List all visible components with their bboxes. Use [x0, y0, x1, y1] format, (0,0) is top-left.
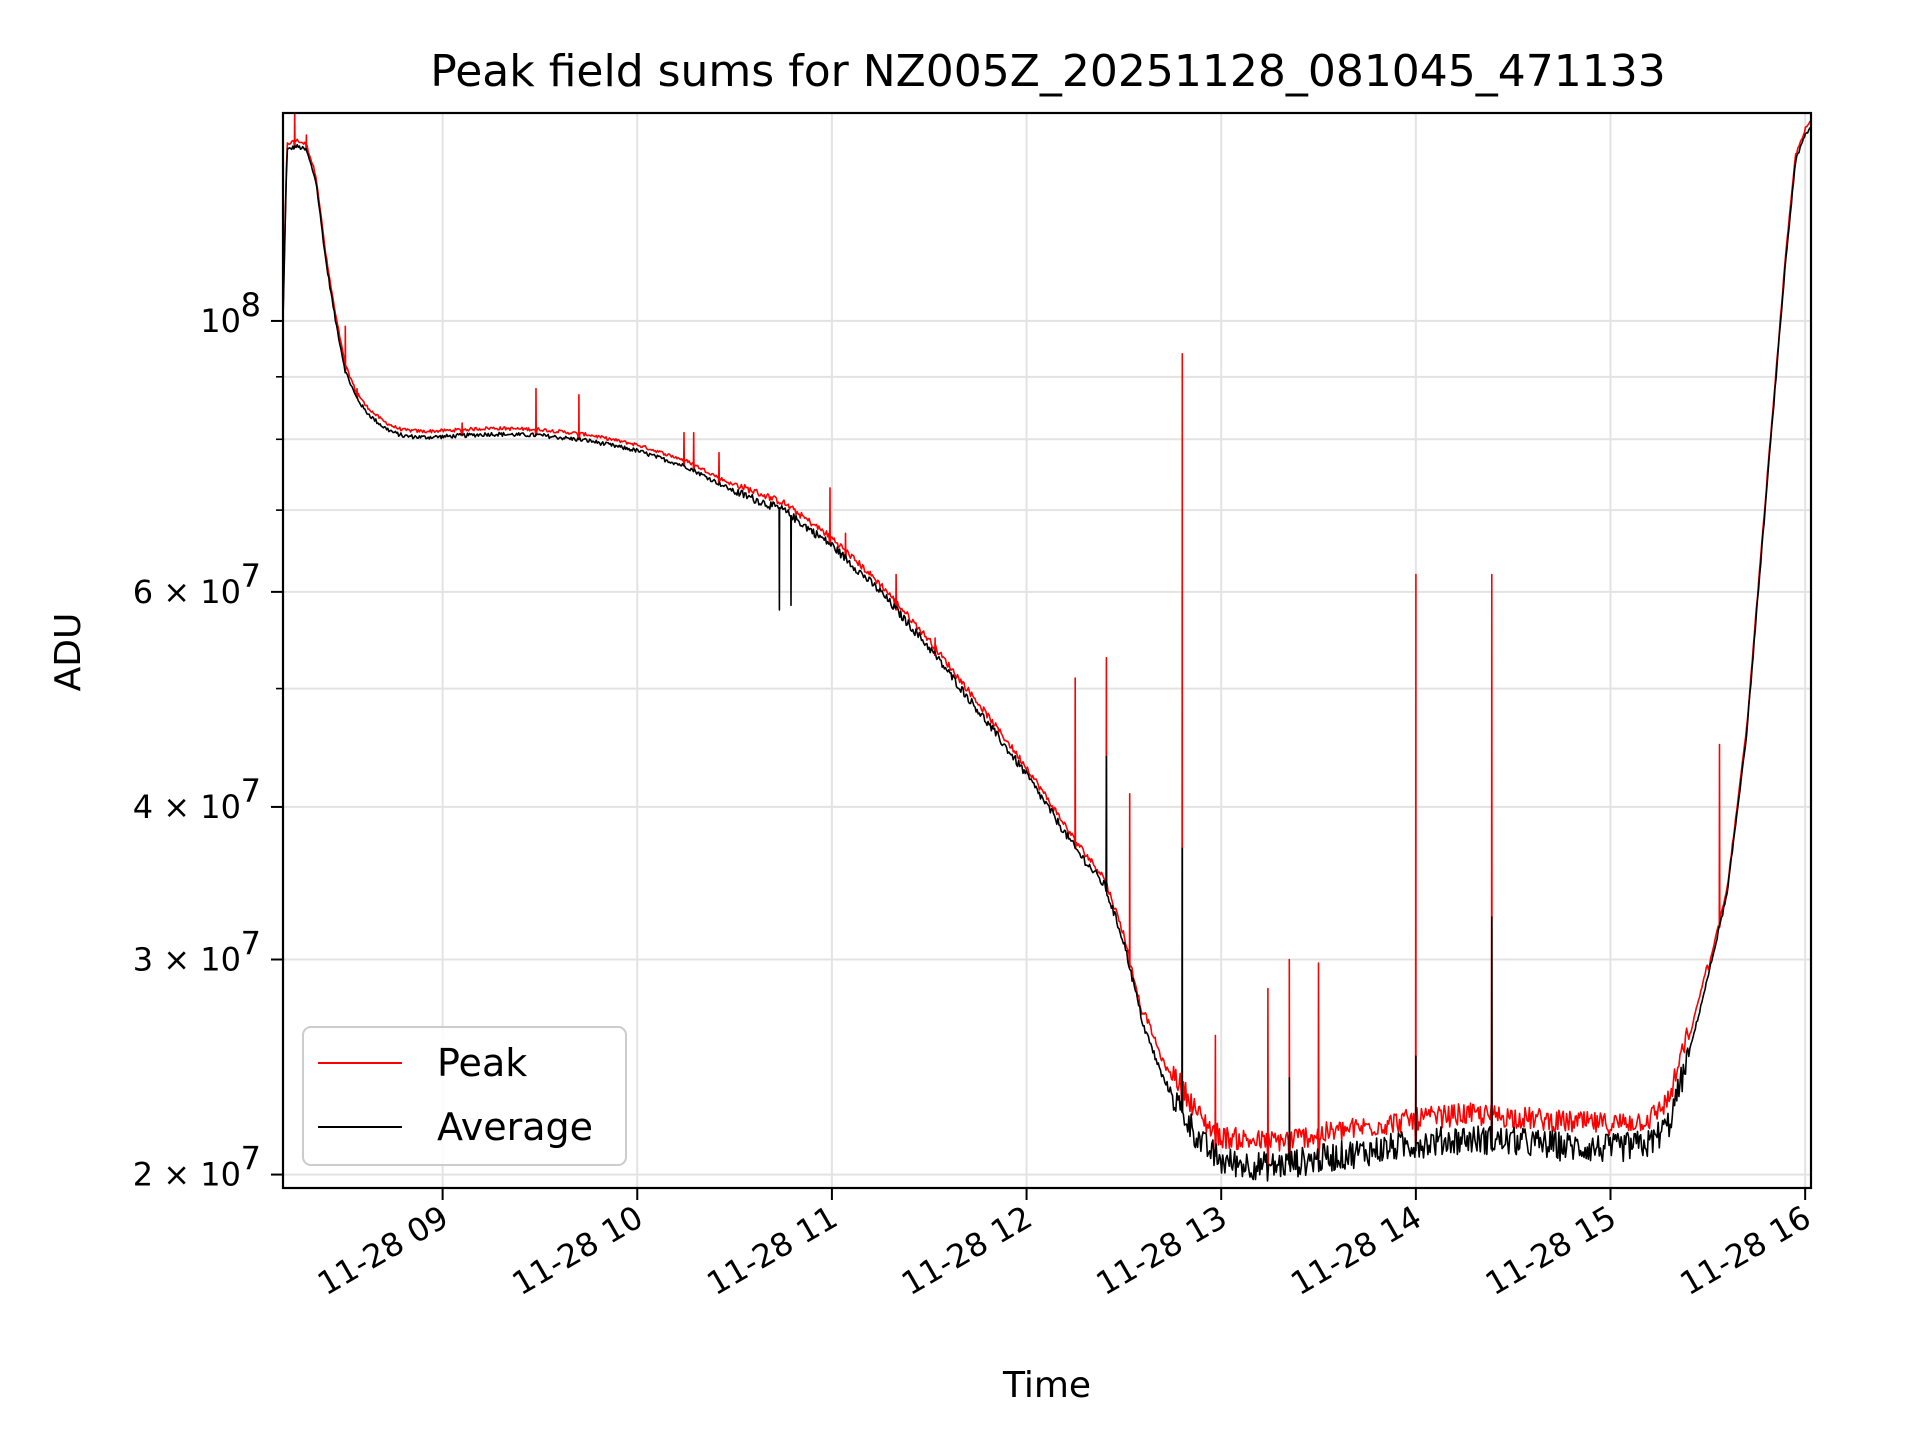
y-tick-exponent: 7	[241, 557, 261, 595]
plot-area	[283, 113, 1811, 1182]
chart-title: Peak field sums for NZ005Z_20251128_0810…	[430, 46, 1666, 97]
y-tick-exponent: 7	[241, 1140, 261, 1178]
y-tick-exponent: 8	[241, 286, 261, 324]
legend: Peak Average	[302, 1026, 627, 1166]
y-tick-label: 6 × 10	[133, 573, 241, 611]
average-series-line	[283, 126, 1811, 1182]
y-axis-label: ADU	[48, 613, 89, 692]
y-tick-exponent: 7	[241, 925, 261, 963]
peak-series-line	[283, 113, 1811, 1168]
x-axis-label: Time	[1002, 1365, 1091, 1406]
y-axis-ticks: 10 86 × 10 74 × 10 73 × 10 72 × 10 7	[133, 286, 283, 1194]
y-tick-label: 3 × 10	[133, 941, 241, 979]
legend-box	[302, 1026, 627, 1166]
y-tick-label: 10	[200, 302, 241, 340]
legend-peak-label: Peak	[437, 1041, 527, 1085]
y-tick-label: 4 × 10	[133, 788, 241, 826]
y-tick-label: 2 × 10	[133, 1156, 241, 1194]
legend-average-label: Average	[437, 1105, 593, 1149]
y-tick-exponent: 7	[241, 772, 261, 810]
axes-frame	[281, 111, 1813, 1190]
